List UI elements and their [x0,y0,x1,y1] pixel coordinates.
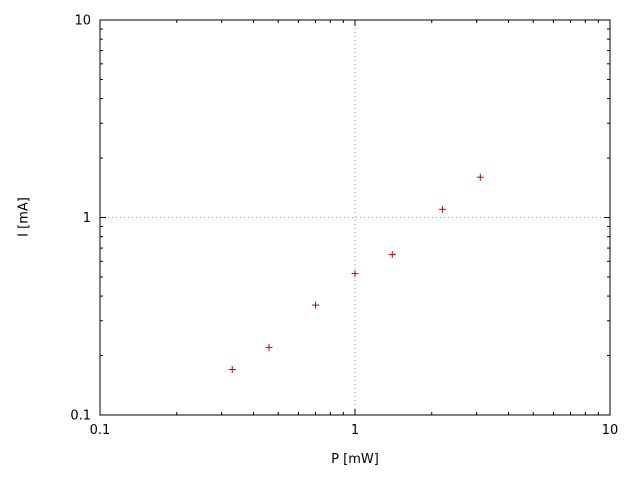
x-tick-label: 1 [351,423,359,438]
y-tick-label: 10 [74,14,91,29]
x-tick-label: 0.1 [90,423,111,438]
x-axis-label: P [mW] [331,452,379,467]
y-axis-label: I [mA] [16,197,32,237]
y-tick-label: 0.1 [70,409,91,424]
x-tick-label: 10 [602,423,619,438]
y-tick-label: 1 [83,211,91,226]
